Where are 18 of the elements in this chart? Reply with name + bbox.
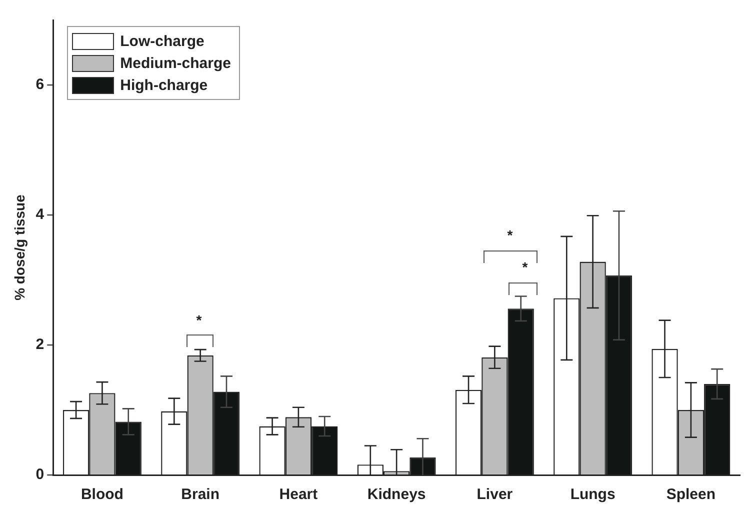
y-tick-label: 0: [36, 466, 44, 484]
legend-label: Low-charge: [120, 32, 204, 50]
y-axis-title: % dose/g tissue: [11, 194, 28, 300]
x-tick-label: Brain: [181, 486, 220, 504]
annotation: *: [196, 312, 202, 328]
annotation: *: [507, 226, 514, 243]
legend-label: High-charge: [120, 76, 208, 94]
legend-label: Medium-charge: [120, 54, 231, 72]
x-tick-label: Lungs: [570, 486, 616, 504]
x-tick-label: Blood: [80, 486, 124, 504]
y-tick-label: 2: [36, 336, 44, 354]
y-tick-label: 6: [36, 76, 44, 94]
x-tick-label: Heart: [279, 486, 318, 504]
y-tick-label: 4: [36, 206, 45, 224]
x-tick-label: Liver: [476, 486, 513, 504]
x-tick-label: Spleen: [666, 486, 716, 504]
x-tick-label: Kidneys: [367, 486, 426, 504]
annotation: *: [522, 258, 528, 275]
